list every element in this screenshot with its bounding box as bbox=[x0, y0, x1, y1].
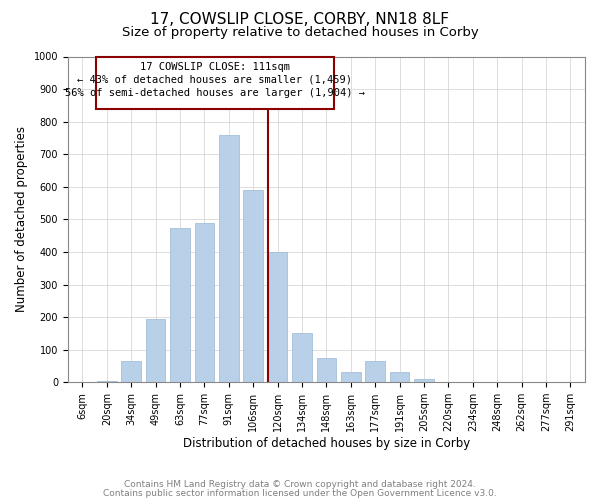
Bar bbox=[121, 361, 141, 382]
Bar bbox=[170, 228, 190, 382]
Text: Contains public sector information licensed under the Open Government Licence v3: Contains public sector information licen… bbox=[103, 488, 497, 498]
Bar bbox=[414, 379, 434, 382]
Bar bbox=[390, 372, 409, 382]
X-axis label: Distribution of detached houses by size in Corby: Distribution of detached houses by size … bbox=[183, 437, 470, 450]
Bar bbox=[146, 318, 166, 382]
Bar bbox=[365, 361, 385, 382]
Bar bbox=[219, 134, 239, 382]
Text: Contains HM Land Registry data © Crown copyright and database right 2024.: Contains HM Land Registry data © Crown c… bbox=[124, 480, 476, 489]
Bar bbox=[244, 190, 263, 382]
Text: 56% of semi-detached houses are larger (1,904) →: 56% of semi-detached houses are larger (… bbox=[65, 88, 365, 98]
Text: ← 43% of detached houses are smaller (1,459): ← 43% of detached houses are smaller (1,… bbox=[77, 75, 352, 85]
Bar bbox=[268, 252, 287, 382]
Y-axis label: Number of detached properties: Number of detached properties bbox=[15, 126, 28, 312]
Text: 17, COWSLIP CLOSE, CORBY, NN18 8LF: 17, COWSLIP CLOSE, CORBY, NN18 8LF bbox=[151, 12, 449, 28]
FancyBboxPatch shape bbox=[96, 56, 334, 110]
Bar bbox=[97, 380, 116, 382]
Bar bbox=[194, 222, 214, 382]
Bar bbox=[341, 372, 361, 382]
Bar bbox=[292, 334, 312, 382]
Text: Size of property relative to detached houses in Corby: Size of property relative to detached ho… bbox=[122, 26, 478, 39]
Text: 17 COWSLIP CLOSE: 111sqm: 17 COWSLIP CLOSE: 111sqm bbox=[140, 62, 290, 72]
Bar bbox=[317, 358, 336, 382]
